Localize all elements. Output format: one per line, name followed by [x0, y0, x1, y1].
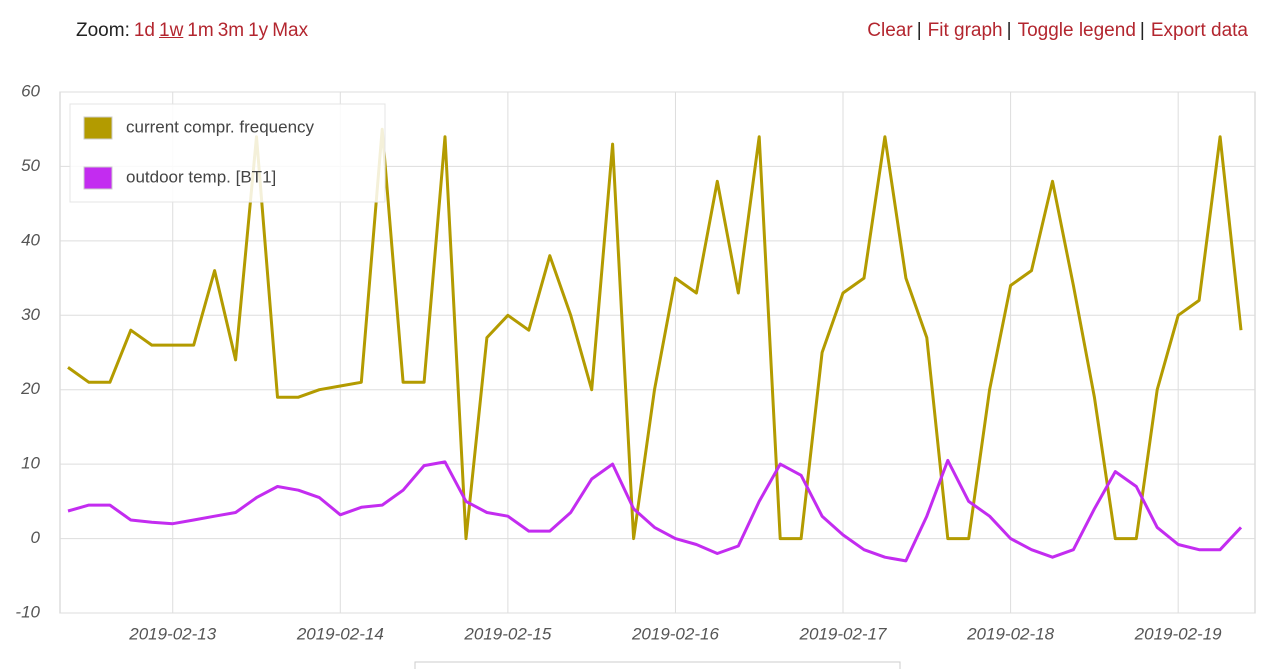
action-link[interactable]: Export data	[1150, 20, 1248, 41]
action-link[interactable]: Clear	[867, 20, 913, 41]
zoom-bar: Zoom: 1d 1w 1m 3m 1y Max	[76, 20, 308, 42]
y-tick-label: 20	[20, 379, 40, 398]
x-tick-label: 2019-02-16	[631, 624, 720, 643]
y-tick-label: -10	[15, 602, 40, 621]
separator: |	[1006, 20, 1012, 41]
separator: |	[916, 20, 922, 41]
legend-label: outdoor temp. [BT1]	[126, 167, 276, 186]
series-line	[67, 458, 1243, 563]
zoom-option[interactable]: 1y	[248, 20, 269, 41]
y-tick-label: 60	[21, 81, 40, 100]
x-tick-label: 2019-02-15	[463, 624, 552, 643]
legend-label: current compr. frequency	[126, 117, 315, 136]
zoom-label: Zoom:	[76, 20, 130, 41]
x-tick-label: 2019-02-19	[1134, 624, 1223, 643]
zoom-option[interactable]: 1m	[187, 20, 214, 41]
zoom-option[interactable]: Max	[272, 20, 309, 41]
zoom-option[interactable]: 1d	[133, 20, 155, 41]
y-tick-label: 10	[21, 454, 40, 473]
range-selector	[414, 661, 901, 669]
x-tick-label: 2019-02-17	[799, 624, 888, 643]
x-tick-label: 2019-02-13	[128, 624, 217, 643]
action-bar: Clear | Fit graph | Toggle legend | Export dat…	[867, 20, 1248, 42]
y-tick-label: 40	[21, 230, 40, 249]
y-tick-label: 30	[21, 305, 40, 324]
y-tick-label: 0	[31, 528, 41, 547]
toolbar: Zoom: 1d 1w 1m 3m 1y Max Clear | Fit graph | Toggl…	[0, 0, 1280, 62]
zoom-option[interactable]: 3m	[217, 20, 245, 41]
zoom-option[interactable]: 1w	[159, 20, 184, 41]
x-tick-label: 2019-02-18	[966, 624, 1055, 643]
legend-swatch	[83, 166, 113, 190]
x-tick-label: 2019-02-14	[296, 624, 384, 643]
legend-swatch	[83, 116, 113, 140]
y-tick-label: 50	[21, 156, 40, 175]
action-link[interactable]: Toggle legend	[1017, 20, 1136, 41]
legend-box	[69, 103, 386, 203]
action-link[interactable]: Fit graph	[927, 20, 1003, 41]
separator: |	[1139, 20, 1145, 41]
series-line	[67, 127, 1243, 541]
